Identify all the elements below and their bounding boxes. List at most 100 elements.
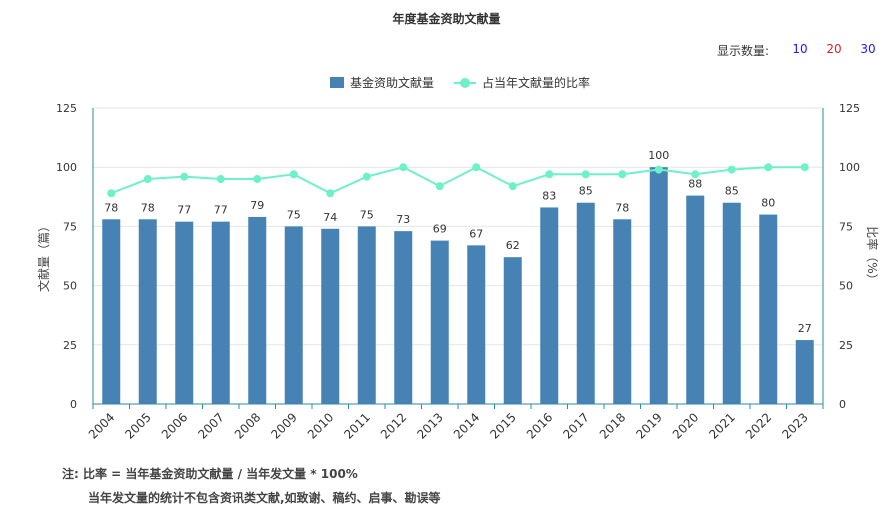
- x-tick-label: 2018: [597, 410, 628, 441]
- ratio-point: [435, 182, 444, 191]
- x-tick-label: 2020: [670, 410, 701, 441]
- footnote-ratio-definition: 注: 比率 = 当年基金资助文献量 / 当年发文量 * 100%: [62, 467, 358, 481]
- bar-value-label: 75: [360, 208, 374, 221]
- bar-value-label: 78: [104, 201, 118, 214]
- display-count-option-10[interactable]: 10: [792, 42, 808, 56]
- legend-line-label: 占当年文献量的比率: [482, 76, 591, 90]
- bar: [503, 257, 522, 404]
- display-count-option-20[interactable]: 20: [826, 42, 842, 56]
- ratio-point: [800, 163, 809, 172]
- legend-bar-swatch: [330, 77, 344, 88]
- bar: [284, 226, 303, 404]
- y2-tick-label: 0: [839, 398, 846, 411]
- x-tick-label: 2005: [122, 410, 153, 441]
- ratio-point: [289, 170, 298, 179]
- ratio-point: [764, 163, 773, 172]
- ratio-point: [107, 189, 116, 198]
- x-tick-label: 2022: [743, 410, 774, 441]
- bar-value-label: 88: [688, 178, 702, 191]
- y-tick-label: 100: [56, 161, 77, 174]
- bar-value-label: 83: [542, 189, 556, 202]
- bar: [649, 167, 668, 404]
- bar-value-label: 27: [798, 322, 812, 335]
- display-count-label: 显示数量:: [716, 44, 769, 58]
- bar-value-label: 75: [287, 208, 301, 221]
- bar: [430, 240, 449, 404]
- y2-tick-label: 25: [839, 339, 853, 352]
- bar-value-label: 77: [177, 204, 191, 217]
- display-count-option-30[interactable]: 30: [860, 42, 876, 56]
- ratio-point: [143, 175, 152, 184]
- ratio-point: [618, 170, 627, 179]
- y2-tick-label: 50: [839, 280, 853, 293]
- legend-bar-label: 基金资助文献量: [350, 76, 435, 90]
- legend-item-line-series[interactable]: 占当年文献量的比率: [454, 74, 590, 91]
- ratio-point: [581, 170, 590, 179]
- x-tick-label: 2004: [86, 410, 117, 441]
- x-tick-label: 2013: [414, 410, 445, 441]
- chart-title: 年度基金资助文献量: [392, 12, 501, 26]
- bar: [540, 207, 559, 404]
- y-tick-label: 50: [63, 280, 77, 293]
- x-tick-label: 2021: [706, 410, 737, 441]
- bar: [722, 202, 741, 404]
- ratio-point: [545, 170, 554, 179]
- bar-value-label: 73: [396, 213, 410, 226]
- bar-value-label: 67: [469, 227, 483, 240]
- ratio-line: [110, 166, 805, 195]
- y-tick-label: 125: [56, 102, 77, 115]
- x-tick-label: 2019: [633, 410, 664, 441]
- bar: [357, 226, 376, 404]
- ratio-point: [691, 170, 700, 179]
- bar: [102, 219, 121, 404]
- y2-tick-label: 100: [839, 161, 860, 174]
- x-tick-label: 2023: [779, 410, 810, 441]
- y-tick-label: 75: [63, 220, 77, 233]
- ratio-point: [326, 189, 335, 198]
- bar-value-label: 85: [579, 185, 593, 198]
- bar: [759, 214, 778, 404]
- ratio-point: [727, 165, 736, 174]
- x-tick-label: 2016: [524, 410, 555, 441]
- display-count-selector: 显示数量: 10 20 30: [717, 42, 885, 59]
- ratio-point: [253, 175, 262, 184]
- y-tick-label: 0: [70, 398, 77, 411]
- x-tick-label: 2006: [159, 410, 190, 441]
- bar-value-label: 80: [761, 197, 775, 210]
- x-tick-label: 2015: [487, 410, 518, 441]
- bar: [613, 219, 632, 404]
- ratio-point: [362, 172, 371, 181]
- bar: [248, 216, 267, 404]
- bar-value-label: 74: [323, 211, 337, 224]
- legend-line-swatch: [454, 77, 477, 89]
- bar: [175, 221, 194, 404]
- bar: [211, 221, 230, 404]
- bar-value-label: 85: [725, 185, 739, 198]
- y-tick-label: 25: [63, 339, 77, 352]
- x-tick-label: 2017: [560, 410, 591, 441]
- x-tick-label: 2007: [195, 410, 226, 441]
- ratio-point: [472, 163, 481, 172]
- bar: [795, 340, 814, 404]
- ratio-point: [399, 163, 408, 172]
- y2-tick-label: 75: [839, 220, 853, 233]
- bar-value-label: 78: [615, 201, 629, 214]
- bar-value-label: 79: [250, 199, 264, 212]
- x-tick-label: 2009: [268, 410, 299, 441]
- chart-legend: 基金资助文献量 占当年文献量的比率: [330, 74, 610, 91]
- bar-value-label: 100: [648, 149, 669, 162]
- x-tick-label: 2010: [305, 410, 336, 441]
- bar-value-label: 69: [433, 223, 447, 236]
- bar: [686, 195, 705, 404]
- bar-value-label: 62: [506, 239, 520, 252]
- x-tick-label: 2012: [378, 410, 409, 441]
- bar-value-label: 77: [214, 204, 228, 217]
- x-tick-label: 2014: [451, 410, 482, 441]
- y-axis-title: 文献量（篇）: [36, 220, 51, 292]
- bar: [576, 202, 595, 404]
- x-tick-label: 2008: [232, 410, 263, 441]
- legend-item-bar-series[interactable]: 基金资助文献量: [330, 74, 434, 91]
- ratio-point: [216, 175, 225, 184]
- ratio-point: [180, 172, 189, 181]
